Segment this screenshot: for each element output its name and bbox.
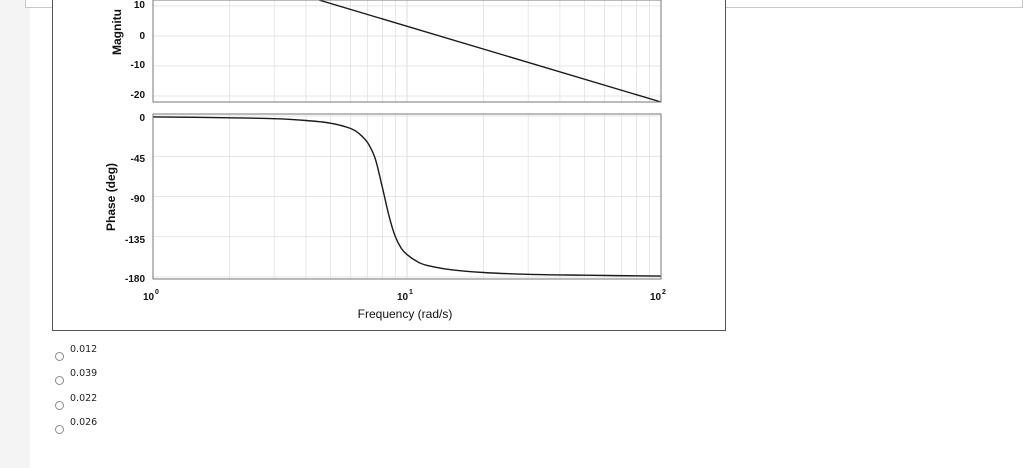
radio-button[interactable] (55, 351, 64, 361)
svg-text:1: 1 (409, 289, 413, 296)
phase-tick-minus135: -135 (125, 235, 145, 246)
svg-text:2: 2 (662, 289, 666, 296)
bode-plot: .tick { font-family: "Liberation Sans", … (104, 0, 666, 321)
magnitude-tick-minus10: -10 (131, 60, 146, 71)
phase-panel: 0 -45 -90 -135 -180 Phase (deg) (104, 113, 662, 285)
x-axis-label: Frequency (rad/s) (358, 307, 453, 321)
magnitude-tick-0: 0 (139, 31, 145, 42)
phase-tick-minus180: -180 (125, 274, 145, 285)
radio-button[interactable] (55, 376, 64, 386)
x-tick-10e2: 10 2 (650, 289, 666, 303)
svg-text:10: 10 (143, 292, 155, 303)
answer-option-label: 0.026 (70, 417, 98, 429)
radio-button[interactable] (55, 400, 64, 410)
x-tick-10e1: 10 1 (397, 289, 413, 303)
answer-option-3[interactable]: 0.022 (55, 389, 97, 414)
answer-option-2[interactable]: 0.039 (55, 365, 97, 390)
magnitude-axis-label: Magnitu (110, 9, 124, 55)
phase-tick-0: 0 (139, 113, 145, 124)
answer-options: 0.012 0.039 0.022 0.026 (55, 340, 97, 438)
svg-text:10: 10 (397, 292, 409, 303)
magnitude-curve (318, 0, 662, 103)
answer-option-label: 0.039 (70, 368, 98, 380)
answer-option-4[interactable]: 0.026 (55, 414, 97, 439)
svg-text:10: 10 (650, 292, 662, 303)
phase-axis-label: Phase (deg) (104, 163, 118, 231)
magnitude-tick-10: 10 (134, 0, 146, 11)
radio-button[interactable] (55, 425, 64, 435)
magnitude-grid (153, 0, 661, 102)
answer-option-1[interactable]: 0.012 (55, 340, 97, 365)
phase-curve (152, 116, 662, 277)
phase-tick-minus90: -90 (131, 194, 146, 205)
answer-option-label: 0.022 (70, 392, 98, 404)
bode-figure: .tick { font-family: "Liberation Sans", … (52, 0, 726, 331)
phase-grid (153, 114, 661, 279)
magnitude-panel: 10 0 -10 -20 Magnitu (110, 0, 662, 103)
svg-text:0: 0 (155, 289, 159, 296)
answer-option-label: 0.012 (70, 343, 98, 355)
x-tick-10e0: 10 0 (143, 289, 159, 303)
magnitude-tick-minus20: -20 (131, 90, 146, 101)
phase-tick-minus45: -45 (131, 154, 146, 165)
